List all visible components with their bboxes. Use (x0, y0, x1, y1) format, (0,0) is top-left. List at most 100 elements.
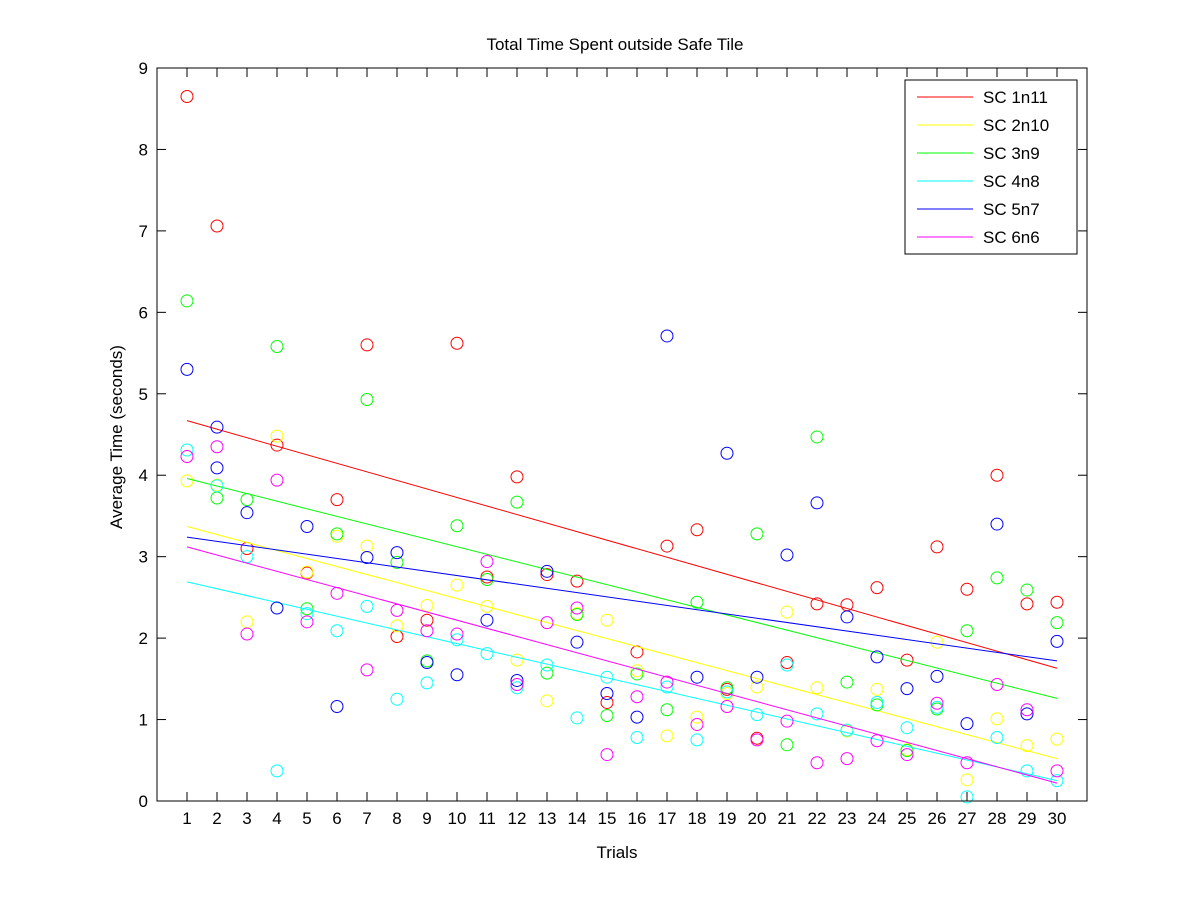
data-point (540, 658, 554, 672)
data-point (990, 678, 1004, 692)
data-point (900, 653, 914, 667)
legend-label: SC 3n9 (983, 144, 1040, 163)
data-point (480, 572, 494, 586)
data-point (930, 696, 944, 710)
data-point (750, 680, 764, 694)
x-tick-label: 22 (808, 809, 827, 828)
data-point (180, 362, 194, 376)
x-tick-label: 25 (898, 809, 917, 828)
data-point (1050, 634, 1064, 648)
data-point (630, 667, 644, 681)
legend-label: SC 1n11 (983, 88, 1048, 107)
data-point (990, 517, 1004, 531)
data-point (210, 461, 224, 475)
data-point (570, 574, 584, 588)
x-tick-label: 29 (1018, 809, 1037, 828)
data-point (480, 613, 494, 627)
data-point (420, 624, 434, 638)
data-point (930, 540, 944, 554)
data-point (840, 752, 854, 766)
data-point (360, 599, 374, 613)
data-point (540, 694, 554, 708)
data-point (630, 645, 644, 659)
x-tick-label: 12 (508, 809, 527, 828)
data-point (930, 635, 944, 649)
data-point (390, 619, 404, 633)
x-tick-label: 1 (182, 809, 191, 828)
data-point (1020, 764, 1034, 778)
trend-line (186, 526, 1058, 760)
data-point (990, 571, 1004, 585)
data-point (810, 496, 824, 510)
x-tick-label: 21 (778, 809, 797, 828)
data-point (210, 420, 224, 434)
data-point (570, 635, 584, 649)
data-point (990, 712, 1004, 726)
data-point (690, 595, 704, 609)
data-point (840, 723, 854, 737)
data-point (600, 748, 614, 762)
legend-label: SC 2n10 (983, 116, 1049, 135)
series-layer (180, 90, 1064, 804)
x-tick-label: 6 (332, 809, 341, 828)
y-axis-title: Average Time (seconds) (107, 345, 126, 529)
y-tick-label: 2 (139, 629, 148, 648)
series-6 (180, 440, 1064, 784)
data-point (270, 473, 284, 487)
data-point (780, 605, 794, 619)
data-point (690, 523, 704, 537)
data-point (690, 670, 704, 684)
data-point (510, 470, 524, 484)
data-point (660, 675, 674, 689)
data-point (1020, 703, 1034, 717)
y-tick-label: 6 (139, 303, 148, 322)
data-point (810, 597, 824, 611)
data-point (780, 738, 794, 752)
data-point (600, 670, 614, 684)
axes-layer: 1 2 3 4 5 6 7 8 9 10 11 12 13 14 15 16 17 18 19 20 21 22 23 24 2… (139, 59, 1087, 828)
legend: SC 1n11 SC 2n10 SC 3n9 SC 4n8 SC 5n7 SC 6n6 (904, 79, 1078, 255)
data-point (450, 578, 464, 592)
legend-label: SC 4n8 (983, 172, 1040, 191)
data-point (210, 479, 224, 493)
trend-line (186, 420, 1058, 669)
data-point (450, 336, 464, 350)
data-point (270, 438, 284, 452)
data-point (180, 294, 194, 308)
x-tick-label: 16 (628, 809, 647, 828)
data-point (300, 565, 314, 579)
trend-line (186, 581, 1058, 782)
data-point (300, 602, 314, 616)
data-point (180, 474, 194, 488)
data-point (240, 506, 254, 520)
y-tick-label: 3 (139, 548, 148, 567)
data-point (480, 647, 494, 661)
data-point (750, 527, 764, 541)
data-point (390, 629, 404, 643)
x-tick-label: 14 (568, 809, 587, 828)
data-point (210, 440, 224, 454)
y-tick-label: 8 (139, 140, 148, 159)
x-tick-label: 10 (448, 809, 467, 828)
y-tick-label: 0 (139, 792, 148, 811)
data-point (840, 610, 854, 624)
data-point (600, 708, 614, 722)
data-point (420, 613, 434, 627)
data-point (540, 564, 554, 578)
y-tick-label: 9 (139, 59, 148, 78)
data-point (450, 633, 464, 647)
data-point (480, 599, 494, 613)
x-tick-label: 28 (988, 809, 1007, 828)
data-point (390, 555, 404, 569)
x-tick-label: 11 (478, 809, 496, 828)
data-point (720, 446, 734, 460)
data-point (360, 663, 374, 677)
y-tick-label: 4 (139, 466, 148, 485)
data-point (750, 733, 764, 747)
x-tick-label: 27 (958, 809, 977, 828)
x-tick-label: 4 (272, 809, 281, 828)
trend-line (186, 536, 1058, 662)
series-4 (180, 443, 1064, 804)
data-point (540, 616, 554, 630)
